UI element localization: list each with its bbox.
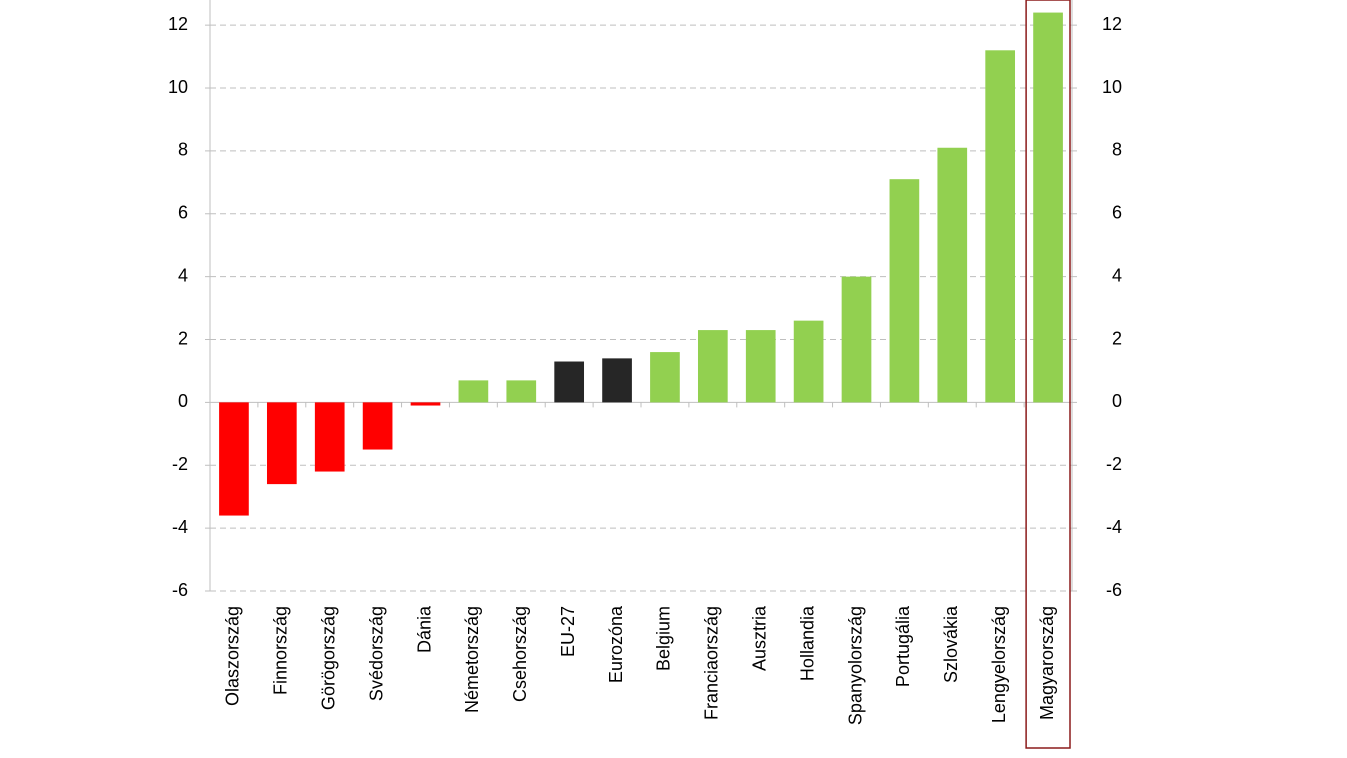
bar — [506, 380, 537, 403]
x-tick-label: Csehország — [510, 606, 530, 702]
x-tick-label: Finnország — [271, 606, 291, 695]
y-tick-label: 4 — [178, 265, 188, 285]
y-tick-label: 6 — [178, 203, 188, 223]
bar — [1033, 12, 1063, 403]
y2-tick-label: 0 — [1112, 391, 1122, 411]
bar — [650, 352, 680, 403]
y2-tick-label: -4 — [1106, 517, 1122, 537]
y2-tick-label: 12 — [1102, 14, 1122, 34]
y2-tick-label: 10 — [1102, 77, 1122, 97]
x-tick-label: EU-27 — [558, 606, 578, 657]
bar — [793, 320, 824, 403]
bar — [937, 147, 968, 403]
y2-tick-label: 2 — [1112, 328, 1122, 348]
x-tick-label: Portugália — [893, 605, 913, 687]
bar — [841, 276, 872, 403]
y-tick-label: -2 — [172, 454, 188, 474]
y2-tick-label: -6 — [1106, 580, 1122, 600]
bar — [985, 50, 1016, 403]
y-tick-label: -4 — [172, 517, 188, 537]
bar — [266, 402, 297, 485]
y-tick-label: 12 — [168, 14, 188, 34]
bar — [458, 380, 489, 403]
x-tick-label: Szlovákia — [941, 605, 961, 683]
x-tick-label: Eurozóna — [606, 605, 626, 683]
x-tick-label: Svédország — [366, 606, 386, 701]
x-tick-label: Görögország — [318, 606, 338, 710]
x-tick-label: Franciaország — [702, 606, 722, 720]
highlight-box — [1025, 0, 1071, 749]
x-tick-label: Spanyolország — [845, 606, 865, 725]
y-tick-label: 10 — [168, 77, 188, 97]
x-tick-label: Dánia — [414, 605, 434, 653]
y2-tick-label: -2 — [1106, 454, 1122, 474]
y-tick-label: -6 — [172, 580, 188, 600]
x-tick-label: Németország — [462, 606, 482, 713]
bar — [889, 179, 920, 403]
bar — [602, 358, 632, 403]
bar — [745, 330, 776, 403]
bar — [362, 402, 393, 450]
y2-tick-label: 4 — [1112, 265, 1122, 285]
bar — [219, 402, 249, 516]
x-tick-label: Magyarország — [1037, 606, 1057, 720]
x-tick-label: Hollandia — [797, 605, 817, 681]
y2-tick-label: 6 — [1112, 203, 1122, 223]
x-tick-label: Ausztria — [749, 605, 769, 671]
bar — [697, 330, 728, 403]
bar — [554, 361, 585, 403]
y2-tick-label: 8 — [1112, 140, 1122, 160]
x-tick-label: Lengyelország — [989, 606, 1009, 723]
x-tick-label: Olaszország — [223, 606, 243, 706]
bar — [314, 402, 345, 472]
y-tick-label: 0 — [178, 391, 188, 411]
y-tick-label: 2 — [178, 328, 188, 348]
x-tick-label: Belgium — [654, 606, 674, 671]
y-tick-label: 8 — [178, 140, 188, 160]
bar — [410, 402, 441, 406]
